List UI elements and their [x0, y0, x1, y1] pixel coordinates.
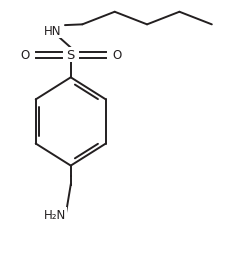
Text: HN: HN — [44, 25, 61, 38]
Text: S: S — [66, 49, 75, 62]
Text: O: O — [20, 49, 29, 62]
Text: O: O — [112, 49, 122, 62]
Text: H₂N: H₂N — [44, 209, 66, 221]
